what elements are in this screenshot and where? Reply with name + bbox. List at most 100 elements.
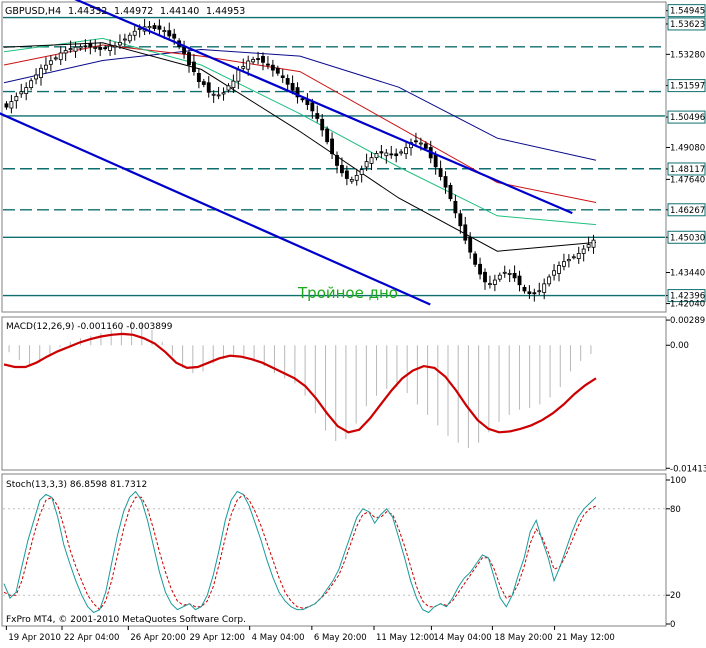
ohlc-values: 1.44332 1.44972 1.44140 1.44953 (68, 6, 245, 17)
candle-body-68 (340, 165, 344, 174)
candle-body-117 (581, 248, 586, 254)
price-tick-label-12: 1.42040 (670, 300, 705, 310)
time-tick-label-1: 22 Apr 04:00 (64, 633, 119, 643)
stoch-title: Stoch(13,3,3) 86.8598 81.7312 (6, 480, 147, 490)
candle-body-36 (182, 47, 186, 54)
candle-body-57 (285, 78, 290, 85)
price-pane-frame (1, 1, 667, 313)
candle-body-11 (58, 52, 63, 61)
candle-body-40 (201, 81, 206, 85)
candle-body-24 (122, 38, 127, 41)
price-label-box-1 (667, 17, 706, 31)
time-axis: 19 Apr 2010 22 Apr 04:00 26 Apr 20:00 29 Ap… (5, 626, 615, 643)
price-tick-label-7: 1.47640 (670, 175, 705, 185)
candle-body-3 (19, 91, 24, 95)
candle-body-70 (349, 178, 354, 182)
candle-body-109 (542, 283, 547, 293)
candle-body-17 (88, 43, 93, 47)
candle-body-69 (344, 170, 349, 179)
candle-body-15 (78, 46, 83, 49)
candle-body-96 (478, 263, 482, 275)
candle-body-2 (14, 96, 19, 102)
candle-body-97 (483, 271, 487, 283)
price-tick-label-4: 1.50496 (670, 113, 705, 123)
stoch-axis: 100 80 20 0 (666, 476, 686, 630)
candle-body-85 (423, 143, 428, 149)
macd-tick-label-0: 0.00289 (670, 316, 705, 326)
ohlc-value-0: 1.44332 (68, 6, 107, 17)
candle-body-26 (132, 30, 137, 36)
time-tick-label-4: 4 May 04:00 (252, 633, 305, 643)
candle-body-94 (468, 237, 473, 253)
candle-body-34 (172, 33, 177, 39)
candle-body-74 (369, 157, 374, 164)
candle-body-102 (507, 273, 512, 275)
candle-body-27 (137, 27, 142, 30)
price-tick-label-3: 1.51597 (670, 82, 705, 92)
macd-tick-label-2: -0.01413 (670, 464, 706, 474)
candle-body-30 (152, 25, 157, 30)
candle-body-9 (48, 60, 53, 65)
candle-body-88 (438, 168, 443, 177)
stoch-lines (3, 490, 597, 614)
ohlc-value-1: 1.44972 (114, 6, 153, 17)
ohlc-value-3: 1.44953 (206, 6, 245, 17)
candle-body-48 (241, 66, 246, 69)
price-label-box-8 (667, 203, 706, 217)
moving-average-0 (3, 48, 597, 161)
candle-body-103 (512, 273, 517, 279)
time-tick-label-0: 19 Apr 2010 (8, 633, 61, 643)
stoch-signal-line (3, 493, 597, 611)
candle-body-115 (571, 256, 576, 259)
candle-body-107 (532, 292, 537, 295)
candle-body-51 (256, 58, 260, 60)
price-label-box-6 (667, 162, 706, 176)
time-tick-label-5: 6 May 20:00 (314, 633, 367, 643)
price-tick-label-2: 1.53280 (670, 50, 705, 60)
macd-pane-frame (1, 316, 667, 471)
candle-body-81 (404, 147, 408, 155)
candle-body-53 (266, 63, 270, 66)
candle-body-37 (187, 52, 191, 66)
price-tick-label-10: 1.43440 (670, 269, 705, 279)
candle-body-80 (399, 151, 404, 154)
time-tick-label-6: 11 May 12:00 (376, 633, 434, 643)
candle-body-71 (354, 175, 359, 181)
channel-line-1 (0, 112, 431, 306)
candle-body-47 (236, 69, 241, 82)
moving-average-1 (3, 44, 597, 203)
candle-body-89 (443, 176, 448, 188)
candle-body-38 (192, 61, 196, 73)
price-pane: 1.54945 1.53623 1.53280 1.51597 1.50496 1.490… (0, 0, 706, 313)
candle-body-72 (359, 169, 364, 175)
stoch-pane-frame (1, 473, 667, 627)
candle-body-118 (586, 244, 591, 248)
time-tick-label-2: 26 Apr 20:00 (130, 633, 185, 643)
price-tick-label-8: 1.46267 (670, 206, 705, 216)
candle-body-99 (492, 279, 497, 285)
pattern-annotation: Тройное дно (297, 284, 398, 302)
candle-body-49 (246, 60, 251, 70)
price-tick-label-1: 1.53623 (670, 20, 705, 30)
candle-body-73 (364, 161, 369, 168)
ohlc-value-2: 1.44140 (160, 6, 199, 17)
candle-body-39 (196, 73, 201, 83)
candle-body-1 (9, 101, 14, 109)
candle-body-25 (127, 34, 132, 42)
candle-body-95 (473, 253, 478, 265)
candle-body-100 (497, 274, 502, 280)
macd-pane: 0.00289 0.00 -0.01413 MACD(12,26,9) -0.001… (1, 316, 706, 474)
macd-tick-label-1: 0.00 (670, 341, 689, 351)
candle-body-114 (566, 259, 571, 262)
candle-body-108 (537, 290, 542, 293)
candle-body-8 (44, 64, 48, 70)
candle-body-67 (335, 155, 339, 166)
candle-body-64 (320, 118, 325, 131)
price-tick-label-0: 1.54945 (670, 7, 705, 17)
time-tick-label-3: 29 Apr 12:00 (190, 633, 245, 643)
price-tick-label-9: 1.45030 (670, 233, 705, 243)
macd-signal-line (3, 332, 597, 434)
candle-body-52 (261, 55, 265, 63)
candle-body-93 (463, 224, 468, 241)
